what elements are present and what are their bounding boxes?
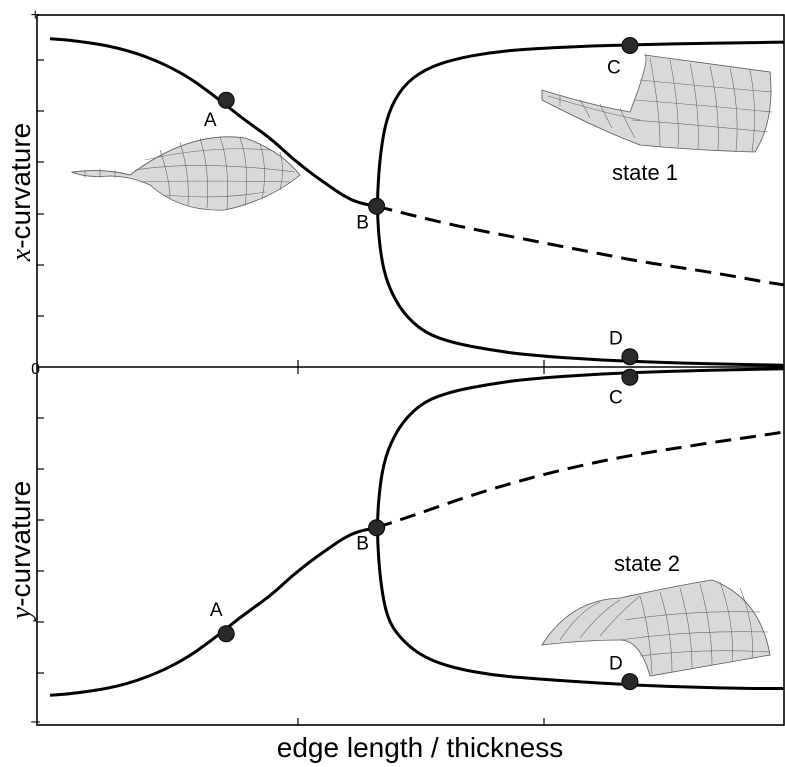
top-series-1-unstable-branch: [376, 204, 785, 287]
bottom-ylabel-rest: -curvature: [5, 481, 36, 607]
bottom-ylabel: y-curvature: [5, 481, 37, 622]
bottom-series-2-stable-branch: [376, 367, 785, 690]
top-point-D: [621, 348, 639, 366]
top-point-label-D: D: [609, 329, 623, 350]
top-ylabel-rest: -curvature: [5, 123, 36, 249]
bottom-point-label-A: A: [210, 600, 223, 621]
bottom-point-D: [621, 673, 639, 691]
state-2-annotation: state 2: [614, 551, 680, 576]
zero-ytick-label: 0: [31, 361, 40, 378]
point-layer: A B C D A B C D: [204, 37, 639, 691]
bottom-series-0-stable-branch: [49, 526, 377, 697]
cylindrical-arch-surface-icon: [541, 579, 771, 677]
cylindrical-trough-surface-icon: [541, 54, 773, 153]
state-1-annotation: state 1: [612, 160, 678, 185]
top-point-label-C: C: [607, 58, 621, 79]
xticks: [297, 360, 545, 725]
top-yticks: [37, 59, 44, 317]
bottom-yticks: [37, 417, 44, 674]
saddle-surface-icon: [70, 136, 301, 211]
top-series-0-stable-branch: [49, 37, 377, 208]
bottom-point-label-B: B: [356, 534, 369, 555]
top-series-2-stable-branch: [376, 40, 785, 367]
bottom-series-1-unstable-branch: [376, 430, 785, 530]
top-point-label-B: B: [356, 212, 369, 233]
top-ytick-label: +: [31, 7, 40, 24]
top-point-label-A: A: [204, 110, 217, 131]
bottom-point-A: [217, 625, 235, 643]
top-point-B: [368, 197, 386, 215]
top-point-A: [217, 91, 235, 109]
bottom-ytick-label: –: [31, 713, 40, 730]
top-point-C: [621, 37, 639, 54]
bottom-point-B: [368, 519, 386, 537]
curve-layer: [49, 37, 785, 697]
top-ylabel-var: x: [6, 248, 37, 262]
top-ylabel: x-curvature: [5, 123, 37, 262]
bottom-ylabel-var: y: [6, 606, 37, 622]
bottom-point-C: [621, 368, 639, 386]
x-axis-label: edge length / thickness: [277, 732, 563, 763]
bottom-point-label-D: D: [609, 654, 623, 675]
bottom-point-label-C: C: [609, 387, 623, 408]
